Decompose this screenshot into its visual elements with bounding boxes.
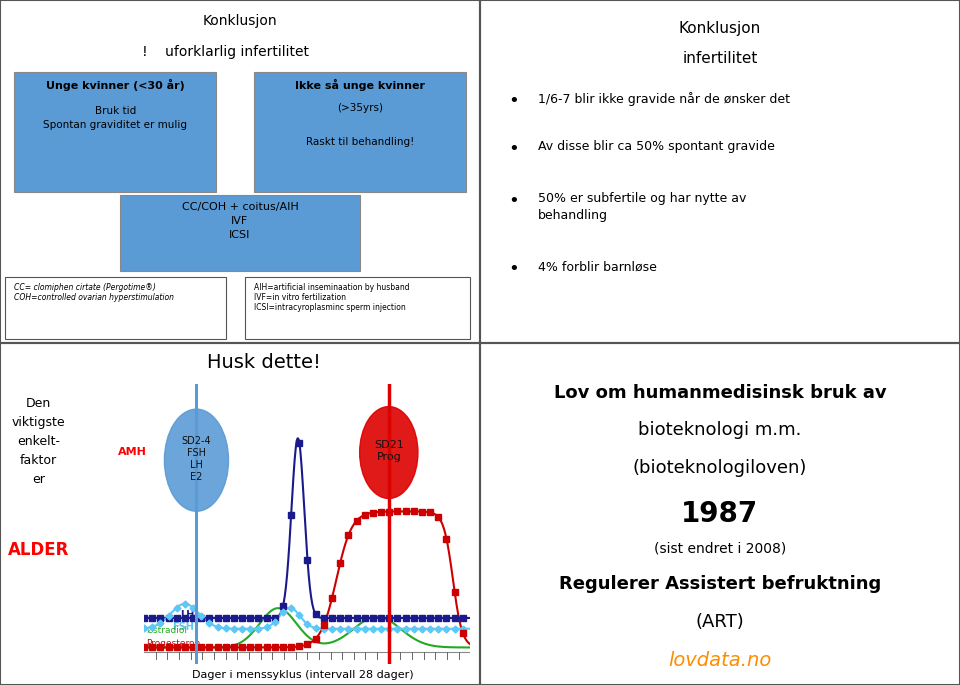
Text: infertilitet: infertilitet: [683, 51, 757, 66]
Text: Bruk tid
Spontan graviditet er mulig: Bruk tid Spontan graviditet er mulig: [43, 106, 187, 130]
Text: 4% forblir barnløse: 4% forblir barnløse: [538, 260, 657, 273]
Text: Lov om humanmedisinsk bruk av: Lov om humanmedisinsk bruk av: [554, 384, 886, 401]
Text: Konklusjon: Konklusjon: [203, 14, 277, 27]
Text: (sist endret i 2008): (sist endret i 2008): [654, 541, 786, 555]
Text: (>35yrs): (>35yrs): [337, 103, 383, 113]
Text: Unge kvinner (<30 år): Unge kvinner (<30 år): [46, 79, 184, 91]
FancyBboxPatch shape: [254, 72, 466, 192]
FancyBboxPatch shape: [245, 277, 470, 339]
FancyBboxPatch shape: [14, 72, 216, 192]
Text: (ART): (ART): [696, 613, 744, 631]
Text: Ikke så unge kvinner: Ikke så unge kvinner: [295, 79, 425, 91]
Text: Regulerer Assistert befruktning: Regulerer Assistert befruktning: [559, 575, 881, 593]
Text: 1/6-7 blir ikke gravide når de ønsker det: 1/6-7 blir ikke gravide når de ønsker de…: [538, 92, 789, 106]
FancyBboxPatch shape: [5, 277, 226, 339]
Text: Den
viktigste
enkelt-
faktor
er: Den viktigste enkelt- faktor er: [12, 397, 65, 486]
Text: Av disse blir ca 50% spontant gravide: Av disse blir ca 50% spontant gravide: [538, 140, 775, 153]
Text: !    uforklarlig infertilitet: ! uforklarlig infertilitet: [142, 45, 309, 58]
Text: 50% er subfertile og har nytte av
behandling: 50% er subfertile og har nytte av behand…: [538, 192, 746, 222]
Text: Konklusjon: Konklusjon: [679, 21, 761, 36]
Text: AMH: AMH: [117, 447, 147, 457]
Text: •: •: [508, 192, 519, 210]
Text: CC/COH + coitus/AIH
IVF
ICSI: CC/COH + coitus/AIH IVF ICSI: [181, 202, 299, 240]
Text: Dager i menssyklus (intervall 28 dager): Dager i menssyklus (intervall 28 dager): [192, 670, 413, 680]
Text: •: •: [508, 140, 519, 158]
Text: Husk dette!: Husk dette!: [207, 353, 321, 372]
Text: Raskt til behandling!: Raskt til behandling!: [306, 137, 414, 147]
Text: bioteknologi m.m.: bioteknologi m.m.: [638, 421, 802, 439]
Text: •: •: [508, 260, 519, 278]
Text: CC= clomiphen cirtate (Pergotime®)
COH=controlled ovarian hyperstimulation: CC= clomiphen cirtate (Pergotime®) COH=c…: [14, 283, 175, 302]
FancyBboxPatch shape: [120, 195, 360, 271]
Text: (bioteknologiloven): (bioteknologiloven): [633, 459, 807, 477]
Text: 1987: 1987: [682, 500, 758, 528]
Text: lovdata.no: lovdata.no: [668, 651, 772, 670]
Text: ALDER: ALDER: [8, 541, 69, 559]
Text: •: •: [508, 92, 519, 110]
Text: AIH=artificial inseminaation by husband
IVF=in vitro fertilization
ICSI=intracyr: AIH=artificial inseminaation by husband …: [254, 283, 410, 312]
